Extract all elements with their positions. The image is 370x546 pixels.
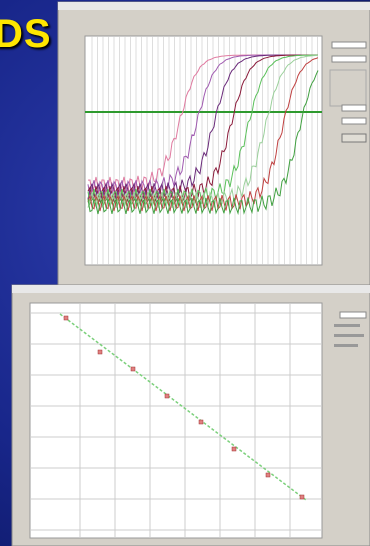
plot-grid [30,303,322,538]
standard-point [164,393,170,399]
standard-point [198,419,204,425]
amplification-curve [87,54,318,203]
control-button[interactable] [341,133,367,143]
window-toolbar [12,285,370,293]
window-toolbar [58,2,370,10]
info-text [334,324,360,327]
standard-point [130,366,136,372]
info-text [334,334,364,337]
control-box [331,55,367,63]
control-box [339,311,367,319]
amplification-curve [87,54,319,209]
control-box [341,117,367,125]
info-text [334,344,358,347]
amplification-plot [84,35,323,266]
slide-title: DS [0,12,52,56]
amplification-curve [87,54,318,200]
standard-curve-plot [29,302,323,539]
amplification-curves [87,54,319,216]
standard-points [63,315,305,500]
standard-point [265,472,271,478]
amplification-curve [87,70,319,216]
amplification-curve [87,57,319,212]
standard-point [97,349,103,355]
fit-line [59,313,307,501]
standard-point [231,446,237,452]
standard-point [63,315,69,321]
standard-point [299,494,305,500]
control-box [341,104,367,112]
plot-grid [91,36,318,265]
control-box [331,41,367,49]
